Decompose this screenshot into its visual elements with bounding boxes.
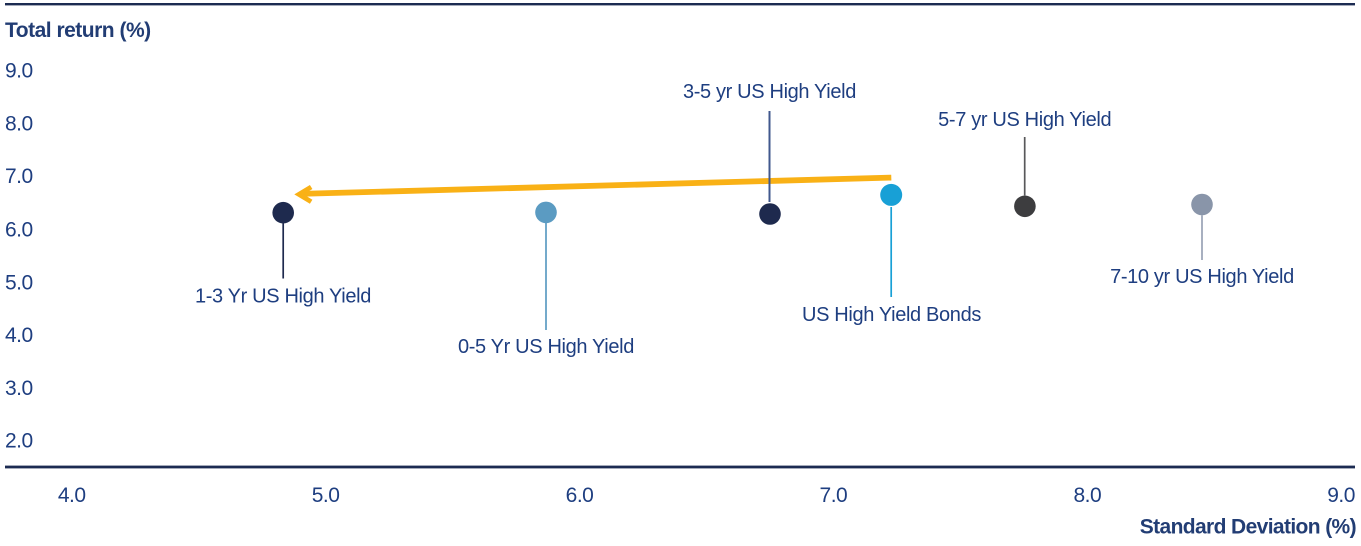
svg-text:Total return (%): Total return (%) <box>5 19 151 42</box>
svg-text:Standard Deviation (%): Standard Deviation (%) <box>1140 516 1356 539</box>
svg-text:5-7 yr US High Yield: 5-7 yr US High Yield <box>938 109 1111 131</box>
svg-text:9.0: 9.0 <box>5 60 33 83</box>
svg-text:3-5 yr US High Yield: 3-5 yr US High Yield <box>683 81 856 103</box>
svg-text:US High Yield Bonds: US High Yield Bonds <box>802 304 981 326</box>
svg-text:7.0: 7.0 <box>5 165 33 188</box>
svg-text:5.0: 5.0 <box>5 271 33 294</box>
svg-text:8.0: 8.0 <box>5 112 33 135</box>
svg-text:0-5 Yr US High Yield: 0-5 Yr US High Yield <box>458 336 634 358</box>
svg-text:9.0: 9.0 <box>1327 484 1355 507</box>
svg-text:7-10 yr US High Yield: 7-10 yr US High Yield <box>1110 266 1294 288</box>
svg-text:3.0: 3.0 <box>5 377 33 400</box>
svg-text:4.0: 4.0 <box>5 324 33 347</box>
svg-text:8.0: 8.0 <box>1073 484 1101 507</box>
svg-text:6.0: 6.0 <box>566 484 594 507</box>
svg-text:5.0: 5.0 <box>312 484 340 507</box>
svg-text:6.0: 6.0 <box>5 219 33 242</box>
svg-text:4.0: 4.0 <box>58 484 86 507</box>
svg-text:1-3 Yr US High Yield: 1-3 Yr US High Yield <box>195 285 371 307</box>
svg-text:7.0: 7.0 <box>820 484 848 507</box>
svg-text:2.0: 2.0 <box>5 430 33 453</box>
